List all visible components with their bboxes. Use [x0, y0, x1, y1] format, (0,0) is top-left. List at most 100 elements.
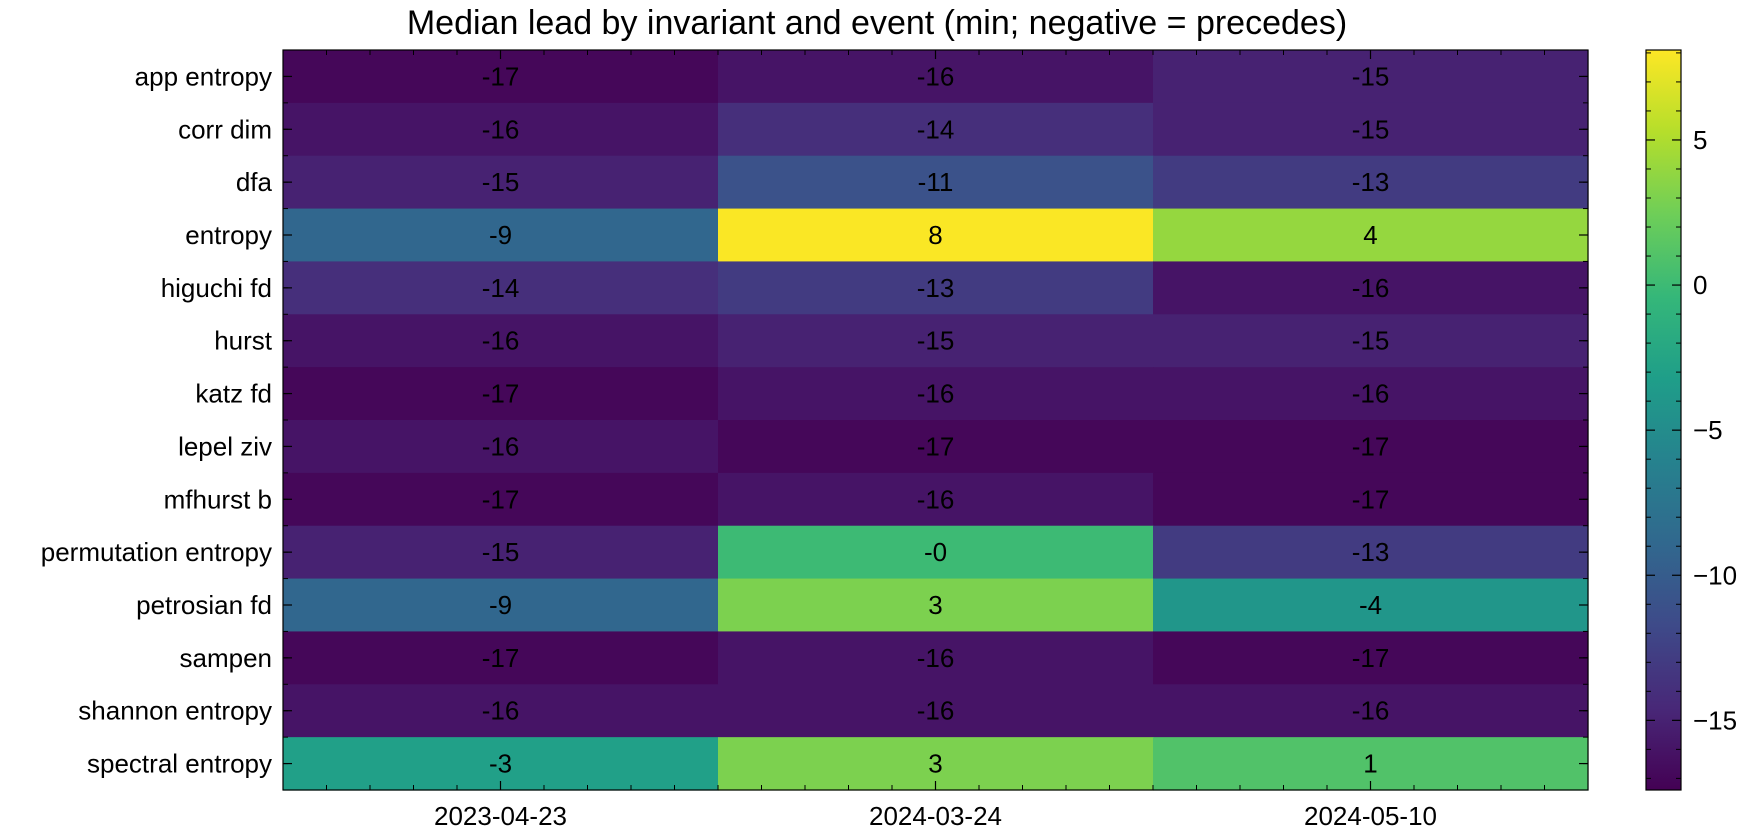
heatmap-cell [283, 472, 719, 527]
colorbar-tick-label: −10 [1693, 560, 1737, 590]
heatmap-cell [1153, 314, 1589, 368]
y-tick-label: hurst [214, 326, 273, 356]
cell-value-label: -15 [482, 537, 520, 567]
cell-value-label: -17 [1352, 643, 1390, 673]
heatmap-cell [718, 208, 1154, 263]
cell-value-label: -16 [1352, 379, 1390, 409]
heatmap-cell [718, 261, 1154, 315]
cell-value-label: 3 [928, 749, 942, 779]
cell-value-label: 4 [1363, 220, 1377, 250]
cell-value-label: -13 [917, 273, 955, 303]
y-tick-label: spectral entropy [87, 749, 272, 779]
y-tick-label: sampen [180, 643, 273, 673]
cell-value-label: -14 [482, 273, 520, 303]
heatmap-cell [718, 631, 1154, 685]
cell-value-label: -16 [917, 61, 955, 91]
cell-value-label: 8 [928, 220, 942, 250]
cell-value-label: -0 [924, 537, 947, 567]
y-tick-label: katz fd [195, 379, 272, 409]
cell-value-label: -16 [917, 484, 955, 514]
cell-value-label: -15 [482, 167, 520, 197]
colorbar-tick-label: −15 [1693, 705, 1737, 735]
cell-value-label: -17 [482, 643, 520, 673]
x-tick-label: 2024-03-24 [869, 801, 1002, 831]
heatmap-cell [1153, 684, 1589, 738]
cell-value-label: 1 [1363, 749, 1377, 779]
heatmap-cell [718, 684, 1154, 738]
cell-value-label: -9 [489, 220, 512, 250]
cell-value-label: -15 [917, 326, 955, 356]
heatmap-cell [718, 367, 1154, 421]
cell-value-label: -16 [482, 114, 520, 144]
cell-value-label: -13 [1352, 167, 1390, 197]
colorbar [1645, 49, 1682, 791]
heatmap-cell [718, 314, 1154, 368]
heatmap-cell [1153, 261, 1589, 315]
y-tick-label: corr dim [178, 114, 272, 144]
x-tick-label: 2024-05-10 [1304, 801, 1437, 831]
cell-value-label: -16 [1352, 273, 1390, 303]
heatmap-cell [1153, 472, 1589, 527]
y-tick-label: mfhurst b [164, 484, 272, 514]
y-tick-label: app entropy [135, 61, 272, 91]
colorbar-tick-label: 0 [1693, 270, 1707, 300]
y-tick-label: petrosian fd [136, 590, 272, 620]
y-tick-label: entropy [185, 220, 272, 250]
heatmap-cell [283, 420, 719, 474]
cell-value-label: -16 [1352, 696, 1390, 726]
heatmap-cell [283, 525, 719, 580]
cell-value-label: -3 [489, 749, 512, 779]
colorbar-tick-label: 5 [1693, 125, 1707, 155]
cell-value-label: -17 [482, 61, 520, 91]
heatmap-cell [718, 155, 1154, 210]
heatmap-cell [283, 314, 719, 368]
cell-value-label: -17 [1352, 431, 1390, 461]
y-tick-label: dfa [236, 167, 273, 197]
cell-value-label: -17 [482, 379, 520, 409]
heatmap-cell [1153, 155, 1589, 210]
y-tick-label: lepel ziv [178, 431, 272, 461]
cell-value-label: 3 [928, 590, 942, 620]
cell-value-label: -16 [482, 696, 520, 726]
cell-value-label: -11 [918, 167, 954, 197]
heatmap-cell [1153, 102, 1589, 157]
cell-value-label: -16 [917, 643, 955, 673]
cell-value-label: -4 [1359, 590, 1382, 620]
heatmap-cell [718, 472, 1154, 527]
colorbar-tick-label: −5 [1693, 415, 1723, 445]
chart-title: Median lead by invariant and event (min;… [406, 4, 1348, 42]
heatmap-cell [283, 102, 719, 157]
cell-value-label: -17 [482, 484, 520, 514]
cell-value-label: -16 [482, 326, 520, 356]
heatmap-cell [718, 102, 1154, 157]
heatmap-cell [718, 578, 1154, 633]
cell-value-label: -15 [1352, 326, 1390, 356]
heatmap-cell [283, 261, 719, 315]
heatmap-cell [283, 684, 719, 738]
cell-value-label: -15 [1352, 61, 1390, 91]
x-tick-label: 2023-04-23 [434, 801, 567, 831]
heatmap-cell [283, 578, 719, 633]
cell-value-label: -15 [1352, 114, 1390, 144]
y-tick-label: shannon entropy [78, 696, 272, 726]
cell-value-label: -13 [1352, 537, 1390, 567]
heatmap-cell [1153, 525, 1589, 580]
heatmap-cell [1153, 420, 1589, 474]
heatmap-cell [1153, 631, 1589, 685]
heatmap-cell [283, 367, 719, 421]
y-tick-label: permutation entropy [41, 537, 272, 567]
cell-value-label: -17 [1352, 484, 1390, 514]
heatmap-cell [1153, 208, 1589, 263]
cell-value-label: -16 [917, 379, 955, 409]
heatmap-cell [718, 525, 1154, 580]
y-tick-label: higuchi fd [161, 273, 272, 303]
cell-value-label: -14 [917, 114, 955, 144]
heatmap-cell [283, 631, 719, 685]
heatmap-cell [718, 420, 1154, 474]
heatmap-cell [1153, 367, 1589, 421]
heatmap-cell [283, 208, 719, 263]
cell-value-label: -9 [489, 590, 512, 620]
heatmap-cell [1153, 578, 1589, 633]
cell-value-label: -16 [917, 696, 955, 726]
